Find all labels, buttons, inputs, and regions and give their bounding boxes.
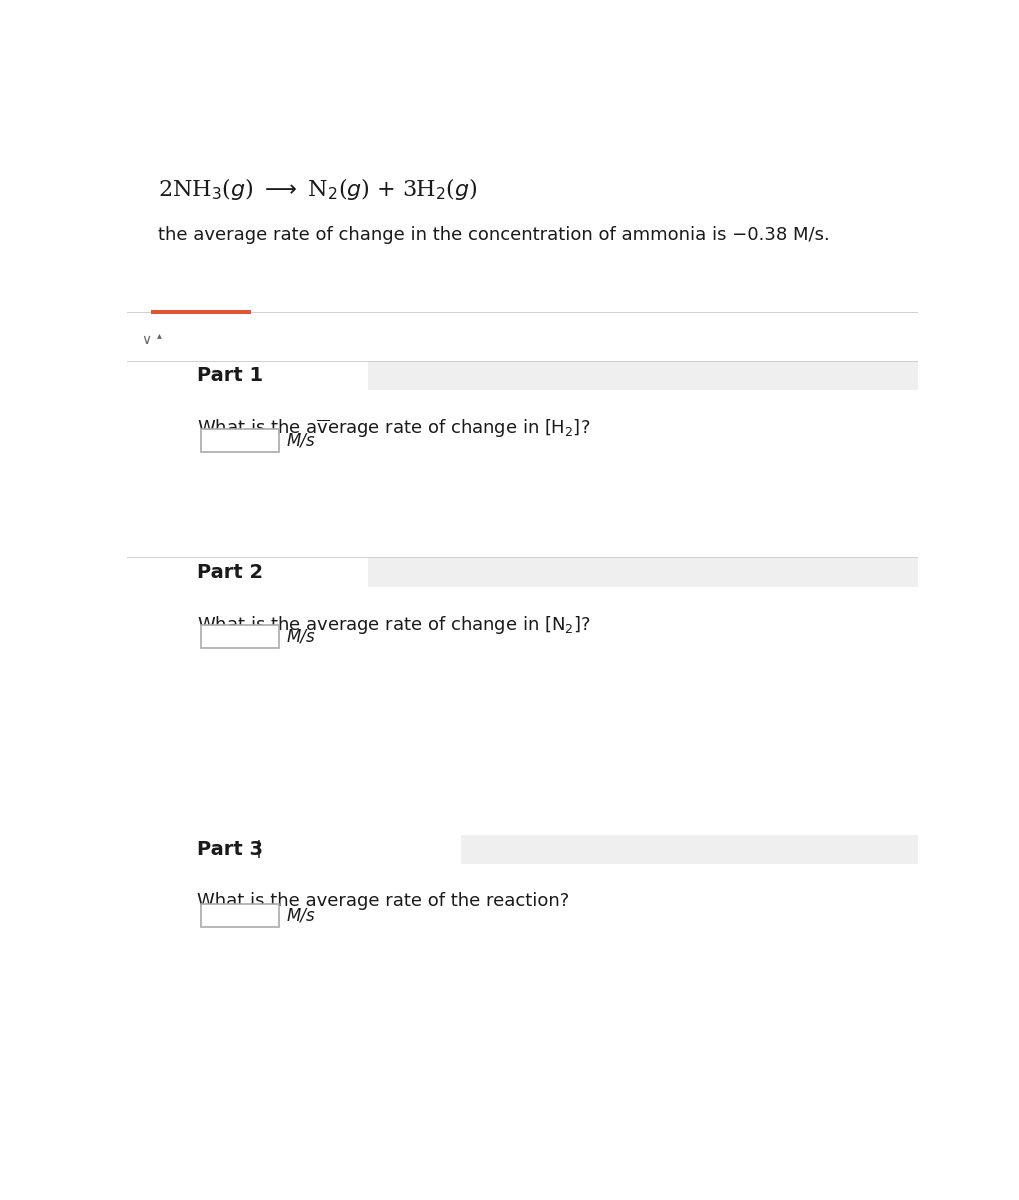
Text: Part 1: Part 1	[197, 366, 263, 385]
Text: M/s: M/s	[286, 906, 315, 924]
Text: M/s: M/s	[286, 628, 315, 646]
Text: What is the a$\overline{\rm v}$erage rate of change in [H$_2$]?: What is the a$\overline{\rm v}$erage rat…	[197, 418, 590, 440]
FancyBboxPatch shape	[201, 904, 278, 928]
Text: Part 2: Part 2	[197, 563, 263, 582]
Text: ∨: ∨	[142, 332, 152, 347]
FancyBboxPatch shape	[190, 558, 368, 587]
Text: 2NH$_3$($g$) $\longrightarrow$ N$_2$($g$) + 3H$_2$($g$): 2NH$_3$($g$) $\longrightarrow$ N$_2$($g$…	[158, 176, 478, 203]
Text: M/s: M/s	[286, 432, 315, 450]
Text: Part 3: Part 3	[197, 840, 263, 859]
FancyBboxPatch shape	[368, 558, 917, 587]
Text: What is the average rate of change in [N$_2$]?: What is the average rate of change in [N…	[197, 613, 590, 636]
FancyBboxPatch shape	[201, 625, 278, 648]
FancyBboxPatch shape	[127, 312, 917, 313]
Text: ▴: ▴	[157, 330, 162, 341]
Text: the average rate of change in the concentration of ammonia is −0.38 M/s.: the average rate of change in the concen…	[158, 227, 829, 245]
FancyBboxPatch shape	[368, 361, 917, 390]
FancyBboxPatch shape	[201, 428, 278, 452]
FancyBboxPatch shape	[151, 311, 252, 314]
Text: What is the average rate of the reaction?: What is the average rate of the reaction…	[197, 893, 569, 911]
Text: |: |	[255, 840, 261, 858]
FancyBboxPatch shape	[461, 835, 917, 864]
FancyBboxPatch shape	[190, 361, 368, 390]
FancyBboxPatch shape	[190, 835, 461, 864]
